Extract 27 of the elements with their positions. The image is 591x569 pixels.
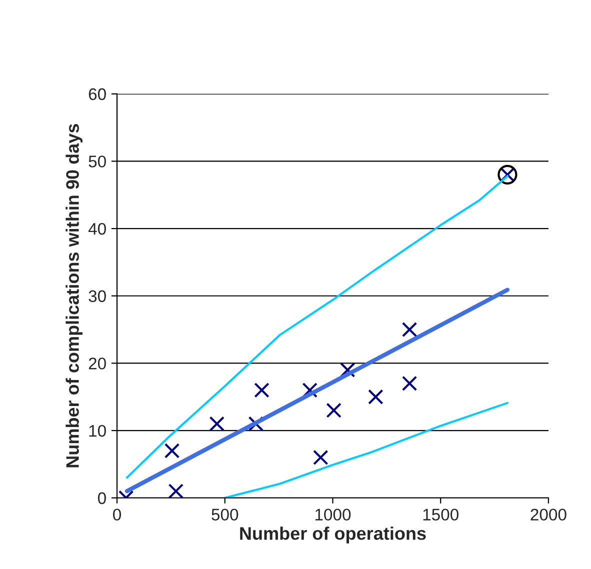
point: [209, 416, 225, 432]
point: [164, 443, 180, 458]
y-tick-label: 50: [88, 156, 106, 168]
point: [168, 484, 184, 498]
y-axis-title: Number of complications within 90 days: [66, 124, 83, 468]
point: [248, 416, 264, 432]
y-tick-label: 60: [88, 88, 106, 100]
point: [326, 402, 342, 418]
point: [302, 382, 318, 398]
point: [313, 450, 328, 466]
point: [402, 376, 418, 392]
y-tick-label: 30: [88, 290, 106, 302]
point: [340, 362, 356, 378]
y-tick-label: 20: [88, 358, 106, 370]
x-tick-label: 1500: [423, 508, 458, 521]
point: [368, 389, 384, 405]
x-axis-title: Number of operations: [240, 526, 426, 544]
x-tick-label: 2000: [530, 508, 566, 521]
x-tick-label: 500: [212, 508, 238, 521]
y-tick-label: 40: [88, 222, 106, 235]
point: [402, 322, 418, 338]
point: [254, 382, 270, 398]
y-tick-label: 0: [98, 492, 106, 504]
x-tick-label: 1000: [315, 508, 351, 521]
x-tick-label: 0: [113, 508, 121, 521]
line-series: [224, 402, 509, 498]
y-tick-label: 10: [89, 424, 106, 437]
